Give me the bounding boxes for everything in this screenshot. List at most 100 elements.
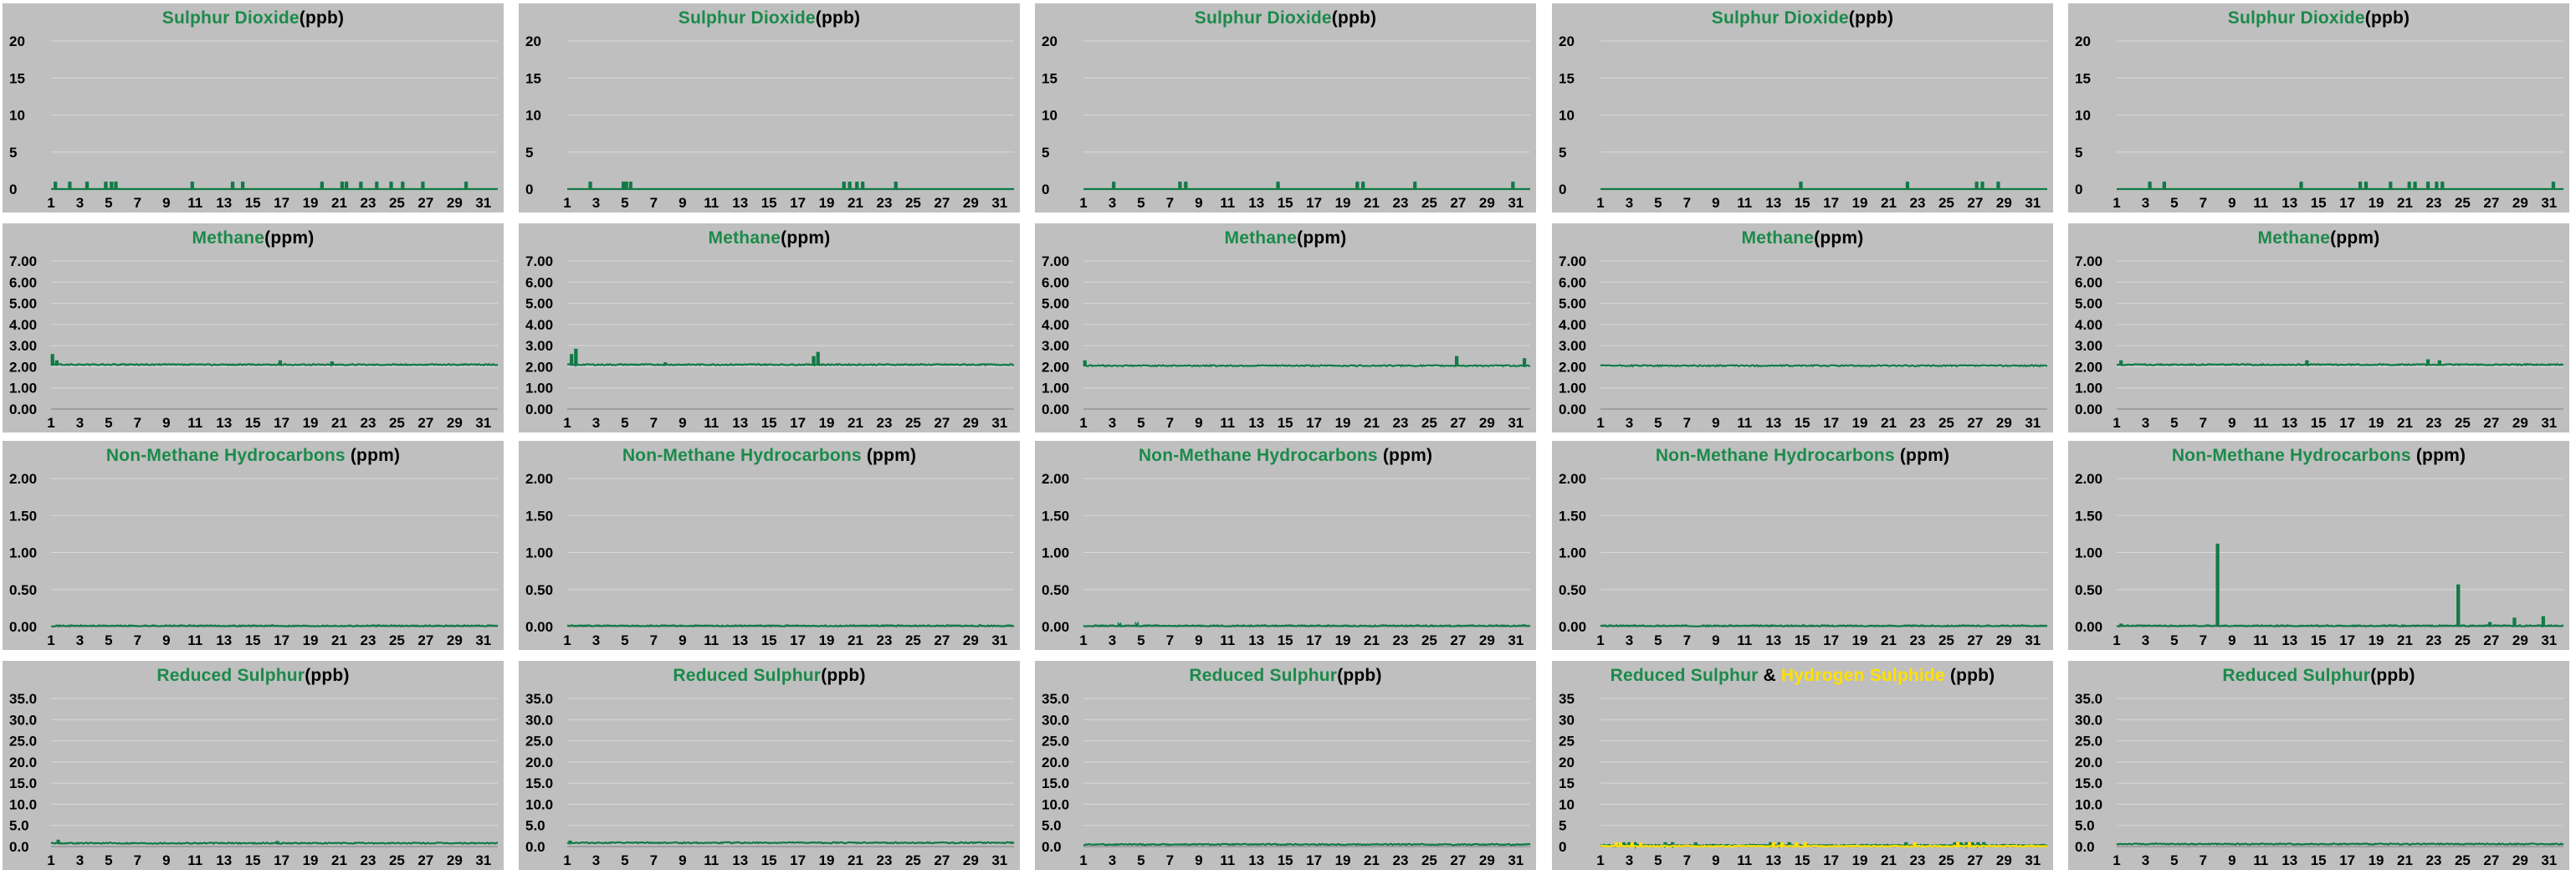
x-tick-label: 25 xyxy=(2455,415,2471,431)
y-tick-label: 10 xyxy=(1559,796,1575,812)
x-tick-label: 5 xyxy=(621,852,628,868)
chart-title-segment: Methane xyxy=(1741,228,1815,248)
x-tick-label: 27 xyxy=(934,415,950,431)
y-tick-label: 10 xyxy=(1042,108,1058,124)
y-tick-label: 15 xyxy=(1559,775,1575,791)
x-tick-label: 19 xyxy=(1852,195,1868,211)
x-tick-label: 15 xyxy=(1278,852,1293,868)
y-tick-label: 3.00 xyxy=(1042,338,1069,354)
y-tick-label: 7.00 xyxy=(1559,253,1586,269)
series-line xyxy=(50,354,499,367)
chart-svg: 0.05.010.015.020.025.030.035.01 3 5 7 9 11 13 1… xyxy=(9,691,498,868)
x-tick-label: 19 xyxy=(1335,852,1351,868)
y-tick-label: 15 xyxy=(525,70,541,86)
series-line xyxy=(1600,842,2048,849)
y-tick-label: 1.00 xyxy=(1559,381,1586,397)
x-tick-label: 29 xyxy=(963,195,979,211)
x-tick-label: 15 xyxy=(1795,852,1810,868)
chart-title: Methane(ppm) xyxy=(2068,228,2569,248)
x-tick-label: 31 xyxy=(2541,415,2557,431)
y-tick-label: 20 xyxy=(9,33,25,49)
y-tick-label: 5.00 xyxy=(2075,296,2102,312)
x-tick-label: 23 xyxy=(361,415,376,431)
x-tick-label: 23 xyxy=(877,195,893,211)
x-tick-label: 31 xyxy=(2025,195,2041,211)
x-tick-label: 19 xyxy=(1852,852,1868,868)
x-tick-label: 1 xyxy=(563,852,571,868)
x-tick-label: 21 xyxy=(848,632,863,648)
x-tick-label: 27 xyxy=(1450,852,1466,868)
x-tick-label: 15 xyxy=(1278,632,1293,648)
x-tick-label: 27 xyxy=(2483,415,2499,431)
x-tick-label: 21 xyxy=(1881,195,1897,211)
x-tick-label: 31 xyxy=(2541,632,2557,648)
y-tick-label: 0.50 xyxy=(2075,582,2102,598)
y-tick-label: 0.0 xyxy=(1042,839,1062,855)
x-tick-label: 27 xyxy=(2483,632,2499,648)
y-tick-label: 15 xyxy=(1042,70,1058,86)
x-tick-label: 1 xyxy=(47,195,54,211)
x-tick-label: 9 xyxy=(162,415,170,431)
y-tick-label: 7.00 xyxy=(1042,253,1069,269)
y-tick-label: 6.00 xyxy=(9,274,37,290)
chart-title: Non-Methane Hydrocarbons (ppm) xyxy=(2068,446,2569,466)
chart-title-segment: Non-Methane Hydrocarbons xyxy=(1655,446,1895,465)
chart-title-segment: (ppb) xyxy=(299,8,345,28)
x-tick-label: 7 xyxy=(650,415,658,431)
series-line xyxy=(1600,182,2047,191)
chart-title-segment: Sulphur Dioxide xyxy=(1711,8,1849,28)
x-tick-label: 31 xyxy=(2025,415,2041,431)
series-line xyxy=(1083,842,1531,847)
x-tick-label: 31 xyxy=(2025,852,2041,868)
x-tick-label: 17 xyxy=(2339,632,2355,648)
x-tick-label: 31 xyxy=(991,195,1007,211)
y-tick-label: 5.0 xyxy=(1042,818,1062,834)
x-tick-label: 29 xyxy=(1996,852,2012,868)
x-tick-label: 7 xyxy=(134,852,141,868)
x-tick-label: 25 xyxy=(1421,852,1437,868)
y-tick-label: 10 xyxy=(525,108,541,124)
y-tick-label: 30.0 xyxy=(2075,712,2102,728)
y-tick-label: 4.00 xyxy=(525,317,553,333)
y-tick-label: 1.00 xyxy=(1559,545,1586,561)
x-tick-label: 19 xyxy=(1335,415,1351,431)
chart-panel: Sulphur Dioxide(ppb) 0 5 10 15 20 1 3 5 7 9 11 13 15 1… xyxy=(2068,3,2569,212)
chart-title-segment: (ppm) xyxy=(781,228,831,248)
x-tick-label: 17 xyxy=(1823,632,1839,648)
chart-panel: Reduced Sulphur & Hydrogen Sulphide (ppb… xyxy=(1552,661,2053,870)
x-tick-label: 17 xyxy=(1306,632,1322,648)
x-tick-label: 27 xyxy=(1967,195,1983,211)
x-tick-label: 15 xyxy=(245,852,261,868)
x-tick-label: 27 xyxy=(1967,415,1983,431)
x-tick-label: 31 xyxy=(2541,852,2557,868)
y-tick-label: 20 xyxy=(1559,33,1575,49)
y-tick-label: 35.0 xyxy=(2075,691,2102,707)
x-tick-label: 5 xyxy=(1137,632,1145,648)
chart-title-segment: Reduced Sulphur xyxy=(156,666,305,685)
x-tick-label: 27 xyxy=(1967,632,1983,648)
x-tick-label: 21 xyxy=(331,852,347,868)
x-tick-label: 31 xyxy=(2541,195,2557,211)
x-tick-label: 7 xyxy=(1683,852,1691,868)
series-line xyxy=(566,840,1015,845)
x-tick-label: 27 xyxy=(1967,852,1983,868)
x-tick-label: 3 xyxy=(1626,852,1633,868)
y-tick-label: 1.00 xyxy=(1042,381,1069,397)
chart-svg: 0.05.010.015.020.025.030.035.01 3 5 7 9 11 13 1… xyxy=(525,691,1015,868)
x-tick-label: 5 xyxy=(105,415,112,431)
chart-title-segment: (ppb) xyxy=(2364,8,2410,28)
x-tick-label: 9 xyxy=(1195,852,1202,868)
chart-title-segment: Reduced Sulphur xyxy=(1189,666,1338,685)
x-tick-label: 27 xyxy=(1450,415,1466,431)
x-tick-label: 11 xyxy=(704,415,719,431)
y-tick-label: 1.50 xyxy=(1042,508,1069,524)
x-tick-label: 19 xyxy=(1852,415,1868,431)
x-tick-label: 15 xyxy=(761,852,777,868)
x-tick-label: 7 xyxy=(2200,195,2207,211)
x-tick-label: 29 xyxy=(447,415,463,431)
x-tick-label: 7 xyxy=(650,195,658,211)
chart-title-segment: (ppm) xyxy=(1377,446,1433,465)
chart-title: Sulphur Dioxide(ppb) xyxy=(2068,8,2569,28)
x-tick-label: 21 xyxy=(1364,632,1380,648)
